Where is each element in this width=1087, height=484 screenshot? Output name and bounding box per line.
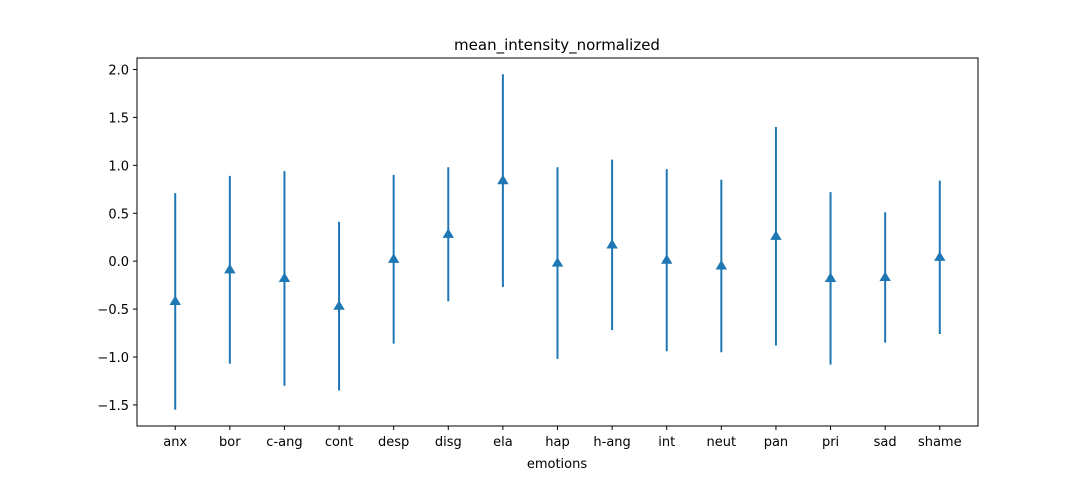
mean-marker-c-ang (278, 272, 291, 283)
mean-marker-hap (551, 257, 564, 267)
x-tick-label-bor: bor (219, 435, 241, 450)
x-tick-label-neut: neut (707, 435, 737, 450)
x-tick-label-anx: anx (163, 435, 187, 450)
x-tick-label-disg: disg (435, 435, 462, 450)
mean-marker-anx (169, 295, 181, 306)
mean-marker-neut (715, 259, 728, 270)
y-tick-label: 0.5 (108, 207, 129, 222)
y-tick-label: 0.0 (108, 255, 129, 270)
x-tick-label-hap: hap (545, 435, 569, 450)
x-tick-label-sad: sad (874, 435, 897, 450)
y-tick-label: 1.0 (108, 159, 129, 174)
chart-title: mean_intensity_normalized (454, 36, 660, 55)
mean-marker-int (661, 254, 673, 264)
x-tick-label-pri: pri (822, 435, 839, 450)
x-axis-label: emotions (527, 457, 588, 472)
x-tick-label-int: int (658, 435, 675, 450)
x-tick-label-h-ang: h-ang (593, 435, 630, 450)
mean-marker-cont (333, 300, 345, 310)
mean-marker-sad (879, 271, 891, 282)
y-tick-label: 2.0 (108, 64, 129, 79)
x-tick-label-pan: pan (764, 435, 788, 450)
y-tick-label: −1.5 (97, 399, 129, 414)
y-tick-label: −0.5 (97, 303, 129, 318)
y-tick-label: −1.0 (97, 351, 129, 366)
mean-marker-pri (824, 272, 837, 283)
x-tick-label-ela: ela (493, 435, 513, 450)
mean-marker-h-ang (606, 238, 618, 249)
x-axis: anx bor c-ang cont desp disg ela hap h-ang int neu… (163, 426, 962, 450)
y-axis: −1.5 −1.0 −0.5 0.0 0.5 1.0 1.5 2.0 (97, 64, 137, 414)
x-tick-label-shame: shame (918, 435, 962, 450)
mean-marker-bor (224, 263, 236, 274)
x-tick-label-c-ang: c-ang (266, 435, 302, 450)
mean-marker-ela (497, 174, 509, 185)
x-tick-label-cont: cont (325, 435, 353, 450)
y-tick-label: 1.5 (108, 111, 129, 126)
mean-marker-desp (387, 253, 400, 263)
mean-marker-disg (442, 228, 454, 238)
series-marks (169, 74, 946, 410)
x-tick-label-desp: desp (378, 435, 409, 450)
mean-marker-shame (934, 251, 946, 261)
mean-marker-pan (770, 230, 782, 240)
